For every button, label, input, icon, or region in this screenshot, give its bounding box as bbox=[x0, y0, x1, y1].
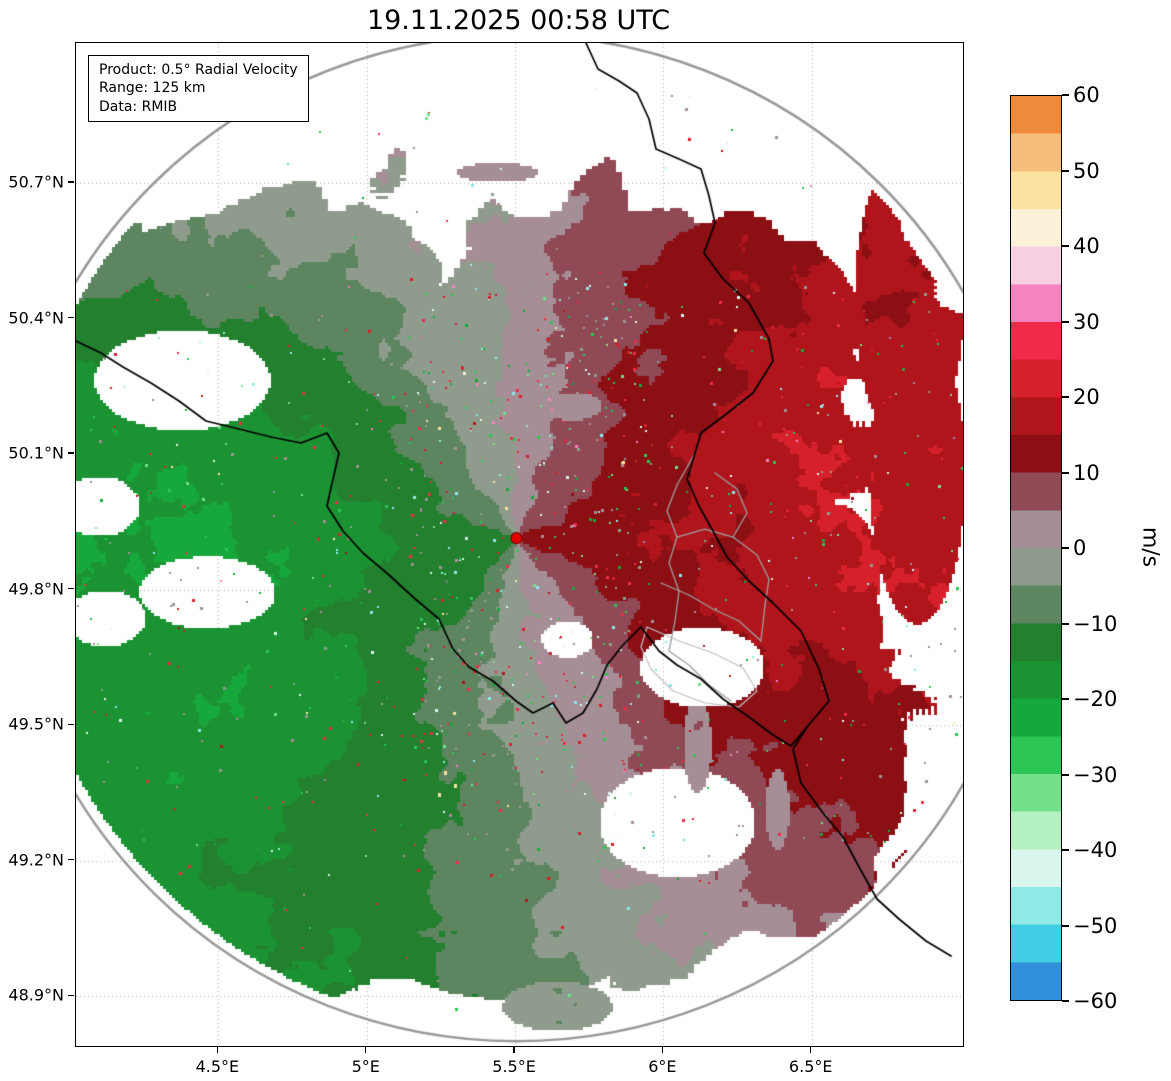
colorbar-tick-mark bbox=[1062, 245, 1069, 247]
colorbar-tick-mark bbox=[1062, 94, 1069, 96]
x-tick-label: 5°E bbox=[351, 1057, 380, 1076]
colorbar-tick-label: −40 bbox=[1073, 838, 1118, 862]
y-tick-label: 49.8°N bbox=[8, 579, 64, 599]
colorbar-tick-mark bbox=[1062, 849, 1069, 851]
y-tick-mark bbox=[68, 452, 74, 454]
colorbar-tick-label: 10 bbox=[1073, 460, 1100, 485]
x-tick-mark bbox=[810, 1047, 812, 1053]
colorbar bbox=[1010, 95, 1062, 1001]
x-tick-label: 4.5°E bbox=[195, 1057, 240, 1076]
colorbar-gradient bbox=[1011, 96, 1061, 1000]
y-tick-mark bbox=[68, 181, 74, 183]
figure-title: 19.11.2025 00:58 UTC bbox=[366, 5, 671, 36]
y-tick-mark bbox=[68, 994, 74, 996]
colorbar-tick-label: 40 bbox=[1073, 234, 1100, 258]
colorbar-tick-mark bbox=[1062, 773, 1069, 776]
y-tick-label: 48.9°N bbox=[8, 985, 64, 1005]
y-tick-mark bbox=[68, 859, 74, 861]
y-tick-label: 50.4°N bbox=[8, 308, 64, 328]
colorbar-tick-mark bbox=[1062, 622, 1069, 625]
colorbar-tick-mark bbox=[1062, 698, 1069, 700]
colorbar-tick-mark bbox=[1062, 471, 1069, 474]
colorbar-unit-label: m/s bbox=[1137, 526, 1163, 568]
x-tick-label: 5.5°E bbox=[492, 1057, 536, 1076]
colorbar-tick-mark bbox=[1062, 1000, 1069, 1002]
colorbar-tick-label: −10 bbox=[1073, 611, 1118, 636]
x-tick-mark bbox=[513, 1047, 515, 1053]
info-product-line: Product: 0.5° Radial Velocity bbox=[99, 62, 298, 78]
map-plot-area: Product: 0.5° Radial Velocity Range: 125… bbox=[75, 42, 964, 1047]
colorbar-tick-label: −60 bbox=[1073, 989, 1118, 1013]
y-tick-mark bbox=[68, 723, 74, 725]
colorbar-tick-label: 20 bbox=[1073, 385, 1100, 409]
colorbar-tick-label: −20 bbox=[1073, 687, 1118, 711]
radar-map-canvas bbox=[76, 43, 963, 1046]
colorbar-tick-mark bbox=[1062, 924, 1069, 927]
y-tick-label: 50.1°N bbox=[8, 443, 64, 463]
colorbar-tick-label: −30 bbox=[1073, 762, 1118, 787]
info-source-line: Data: RMIB bbox=[99, 98, 178, 115]
y-tick-mark bbox=[68, 587, 74, 590]
colorbar-tick-mark bbox=[1062, 547, 1069, 549]
x-tick-mark bbox=[661, 1047, 664, 1053]
colorbar-tick-mark bbox=[1062, 396, 1069, 398]
colorbar-tick-mark bbox=[1062, 320, 1069, 323]
y-tick-label: 49.5°N bbox=[8, 714, 64, 734]
x-tick-label: 6°E bbox=[648, 1057, 677, 1076]
x-tick-label: 6.5°E bbox=[788, 1057, 833, 1076]
x-tick-mark bbox=[365, 1047, 367, 1053]
colorbar-tick-label: 30 bbox=[1073, 309, 1100, 334]
y-tick-mark bbox=[68, 316, 74, 319]
info-range-line: Range: 125 km bbox=[99, 80, 206, 97]
x-tick-mark bbox=[216, 1047, 219, 1053]
colorbar-tick-label: 0 bbox=[1073, 536, 1087, 560]
colorbar-tick-label: 50 bbox=[1073, 158, 1100, 183]
colorbar-tick-mark bbox=[1062, 169, 1069, 172]
product-info-box: Product: 0.5° Radial Velocity Range: 125… bbox=[88, 55, 309, 123]
colorbar-tick-label: 60 bbox=[1073, 83, 1100, 107]
y-tick-label: 49.2°N bbox=[8, 850, 64, 870]
y-tick-label: 50.7°N bbox=[8, 172, 64, 192]
colorbar-tick-label: −50 bbox=[1073, 913, 1118, 938]
